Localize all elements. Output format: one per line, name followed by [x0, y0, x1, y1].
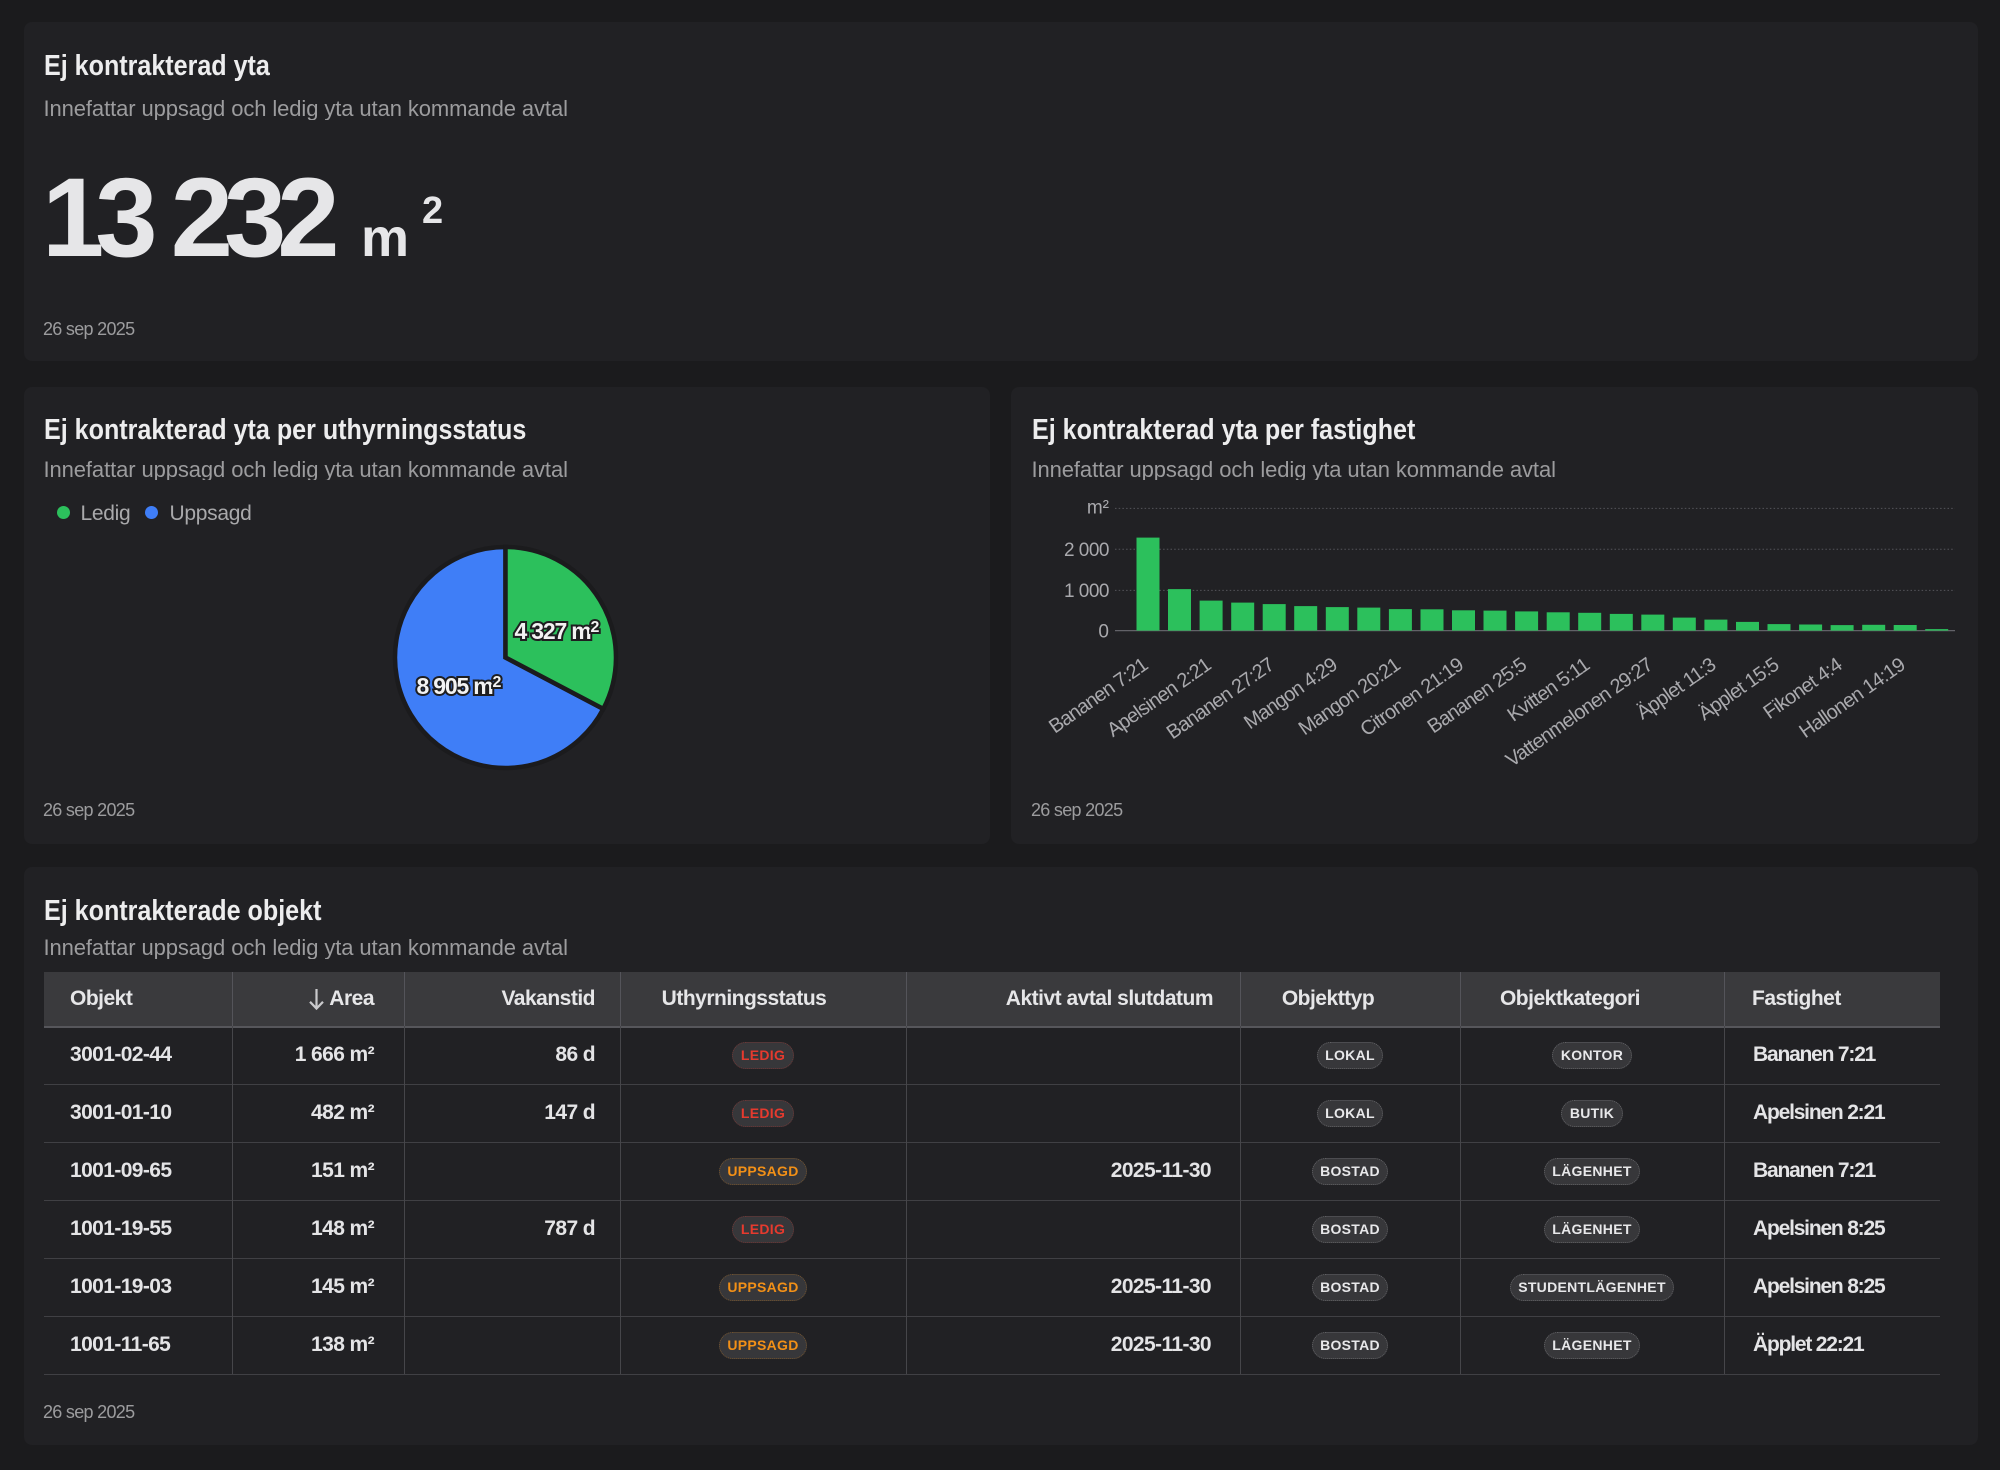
svg-text:Uppsagd: Uppsagd [170, 502, 252, 525]
svg-text:Hallonen 14:19: Hallonen 14:19 [1795, 654, 1909, 743]
svg-text:Bananen 27:27: Bananen 27:27 [1163, 654, 1279, 744]
svg-text:0: 0 [1098, 621, 1109, 642]
svg-text:1 000: 1 000 [1064, 581, 1109, 602]
svg-text:2 000: 2 000 [1064, 540, 1109, 561]
svg-text:Ledig: Ledig [81, 502, 131, 525]
svg-text:m²: m² [1087, 498, 1109, 519]
